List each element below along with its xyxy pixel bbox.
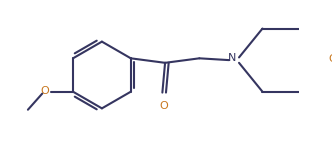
Text: N: N — [228, 53, 236, 63]
Text: O: O — [328, 54, 332, 64]
Text: O: O — [159, 101, 168, 111]
Text: O: O — [41, 86, 49, 96]
